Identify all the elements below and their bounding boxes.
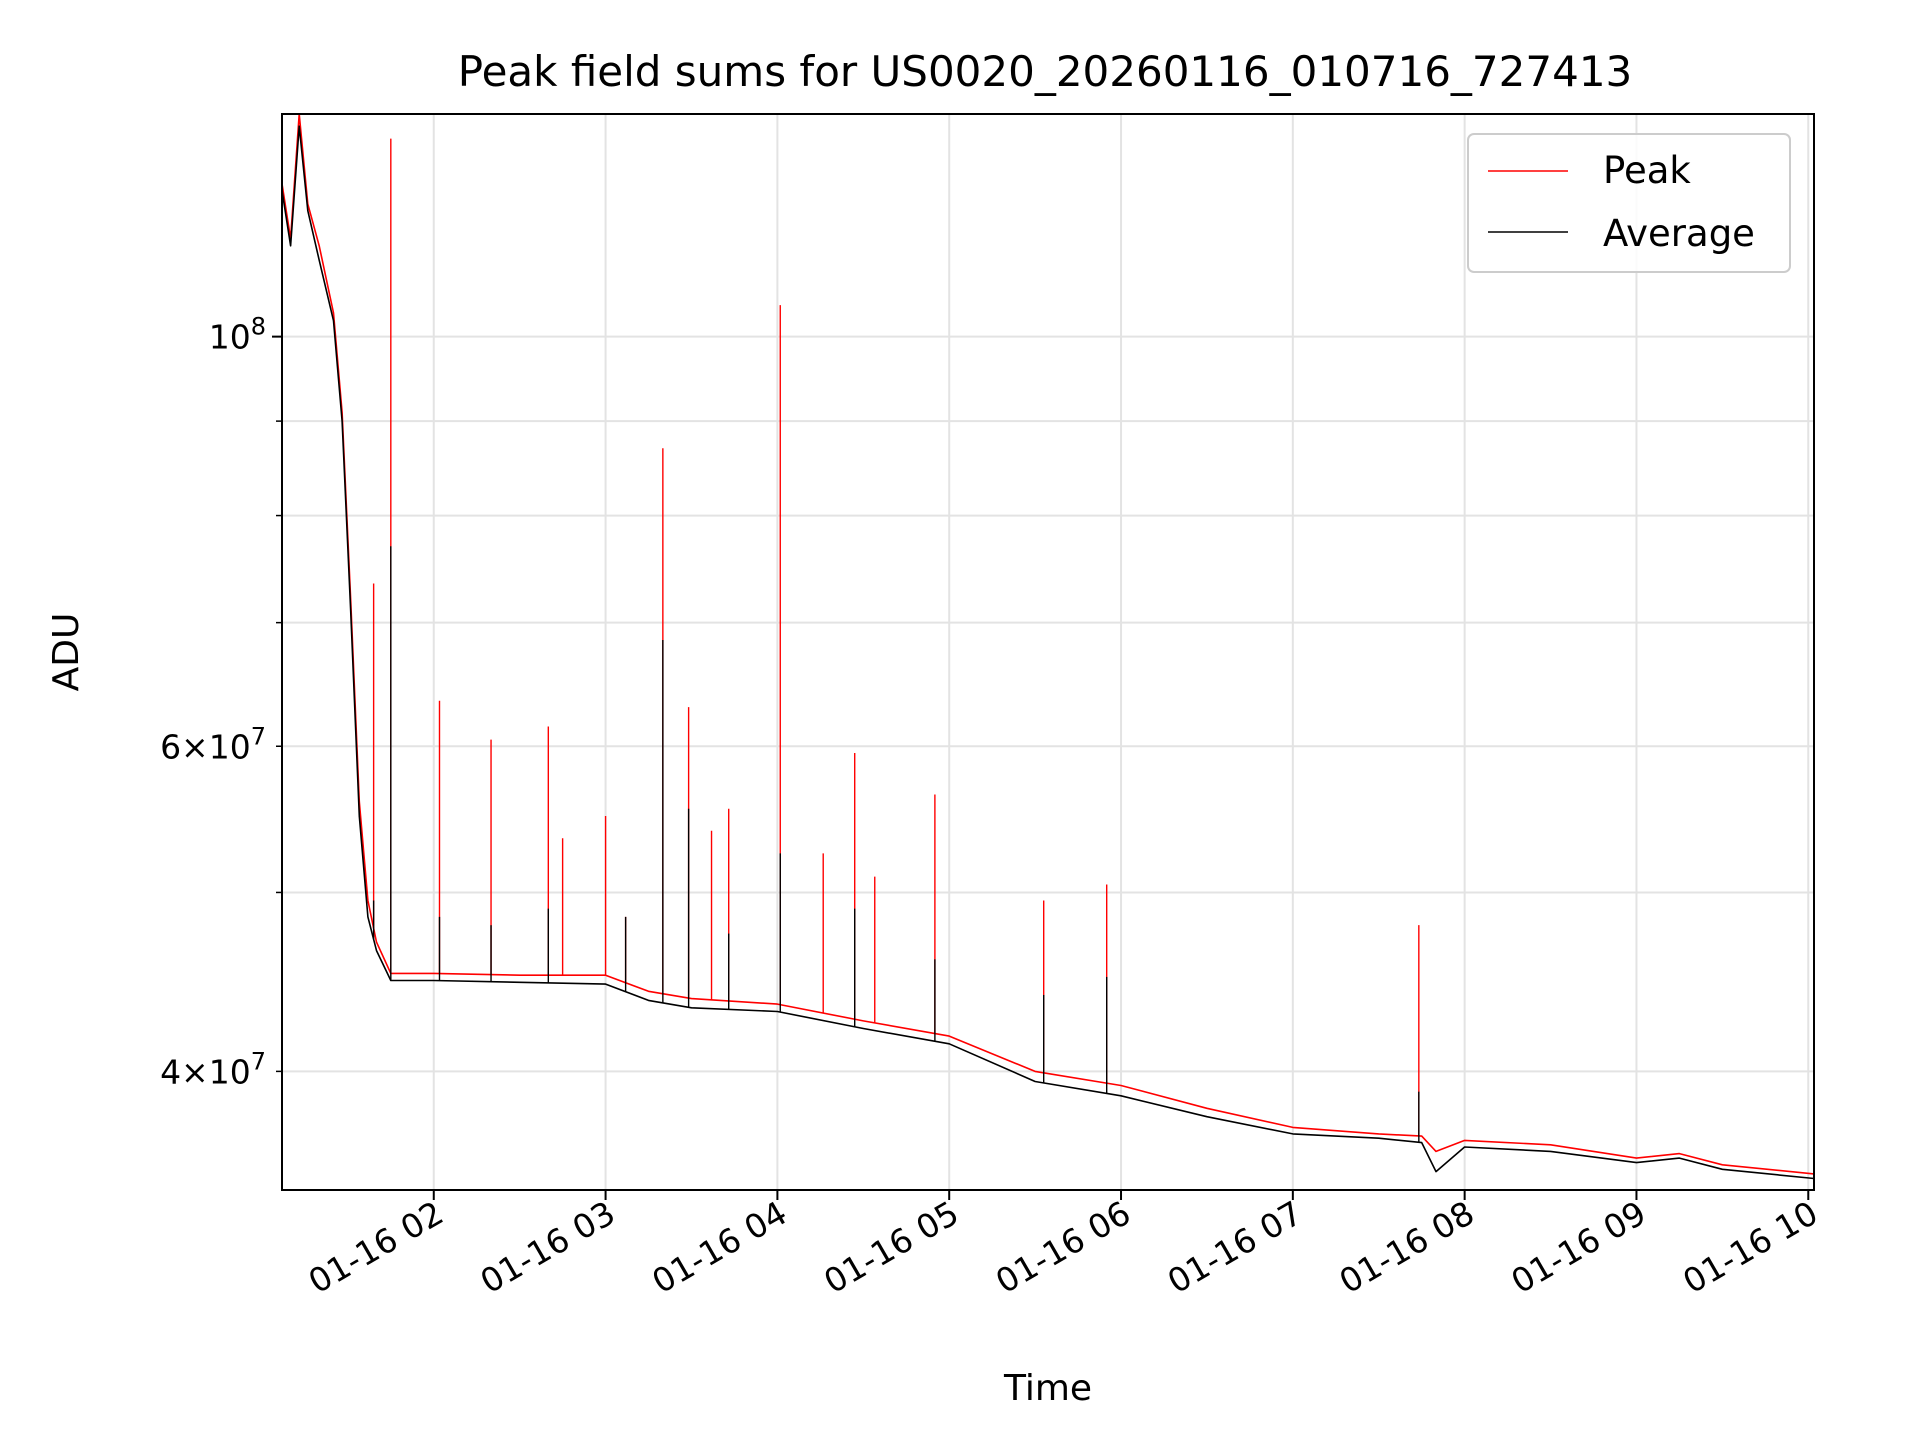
legend: Peak Average (1467, 133, 1791, 273)
y-tick-label: 6×107 (160, 722, 266, 766)
x-axis-label: Time (1003, 1368, 1092, 1409)
x-tick-label: 01-16 02 (302, 1193, 450, 1301)
x-tick-label: 01-16 09 (1504, 1193, 1652, 1301)
legend-label-average: Average (1603, 212, 1755, 255)
plot-frame (281, 113, 1815, 1191)
legend-box (1467, 133, 1791, 273)
y-tick-label: 108 (209, 313, 266, 357)
legend-label-peak: Peak (1603, 149, 1691, 192)
x-tick-label: 01-16 08 (1333, 1193, 1481, 1301)
x-tick-label: 01-16 05 (817, 1193, 965, 1301)
grid-layer (282, 114, 1814, 1190)
axis-layer: 01-16 02 01-16 03 01-16 04 01-16 05 01-16 06… (160, 313, 1824, 1301)
series-line-average (281, 125, 1815, 1180)
x-tick-label: 01-16 10 (1676, 1193, 1824, 1301)
series-layer (281, 113, 1815, 1180)
chart-title: Peak field sums for US0020_20260116_0107… (458, 47, 1633, 96)
x-tick-label: 01-16 07 (1161, 1193, 1309, 1301)
y-axis-label: ADU (46, 613, 87, 692)
x-tick-label: 01-16 06 (989, 1193, 1137, 1301)
y-tick-label: 4×107 (160, 1047, 266, 1091)
x-tick-label: 01-16 04 (645, 1193, 793, 1301)
x-tick-label: 01-16 03 (474, 1193, 622, 1301)
